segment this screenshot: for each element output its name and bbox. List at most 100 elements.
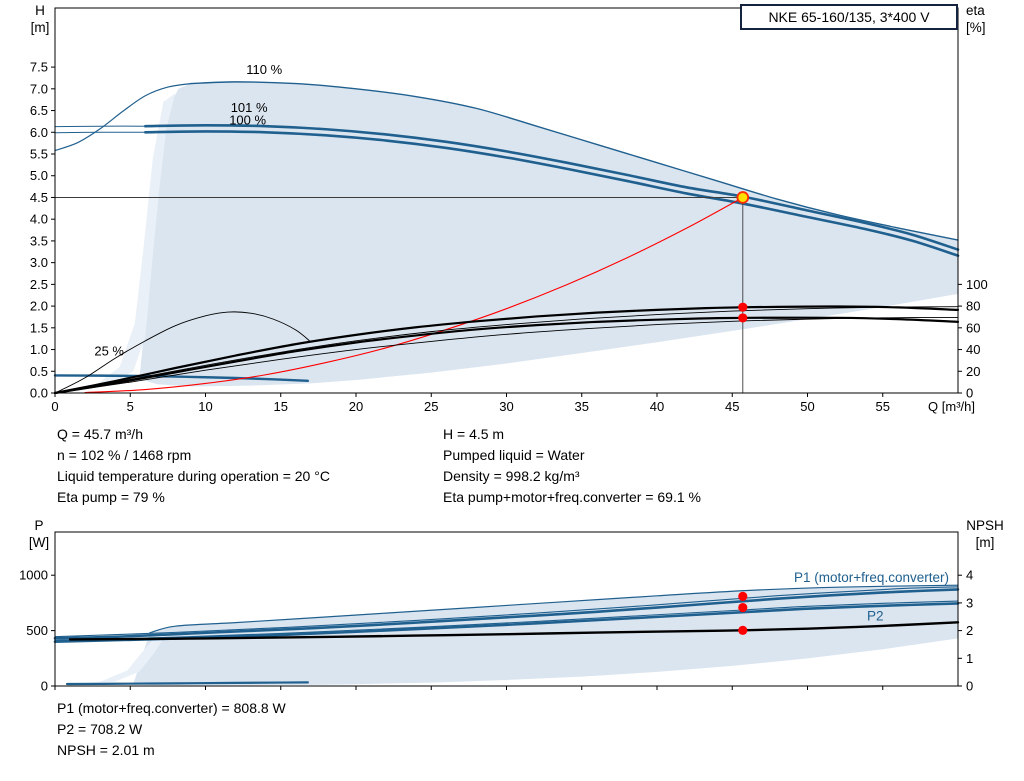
svg-text:3.0: 3.0	[30, 255, 48, 270]
svg-text:55: 55	[876, 399, 890, 414]
npsh-axis-title: NPSH	[966, 518, 1004, 533]
speed-101-curve	[144, 124, 960, 251]
svg-text:100: 100	[966, 277, 988, 292]
pump-title-label: NKE 65-160/135, 3*400 V	[768, 9, 930, 25]
eta-total-dot	[738, 313, 748, 323]
eta-pump-alt-speed	[54, 306, 959, 394]
p1-110-curve	[149, 584, 959, 634]
h-axis-title: H	[35, 3, 45, 18]
p-axis-label: P [W]	[22, 517, 56, 551]
svg-text:0: 0	[41, 679, 48, 694]
envelope-left-wedge	[73, 93, 176, 393]
operating-envelope	[139, 81, 959, 387]
svg-text:45: 45	[725, 399, 739, 414]
speed-110-left-rise	[54, 83, 192, 152]
svg-text:1.5: 1.5	[30, 320, 48, 335]
svg-text:2.5: 2.5	[30, 277, 48, 292]
info-speed: n = 102 % / 1468 rpm	[57, 447, 192, 463]
eta-axis-title: eta	[966, 3, 985, 18]
control-curve	[84, 196, 744, 394]
svg-text:500: 500	[26, 623, 48, 638]
svg-text:4: 4	[966, 568, 973, 583]
svg-text:7.5: 7.5	[30, 60, 48, 75]
svg-text:5.0: 5.0	[30, 168, 48, 183]
hq-chart[interactable]: 0 5 10 15 20 25 30 35 40 45 50 55 Q [m³/h] 0.0 0.5 1.0 1…	[0, 0, 1024, 420]
info-p1: P1 (motor+freq.converter) = 808.8 W	[57, 700, 286, 716]
eta-pump-dot	[738, 302, 748, 312]
p-25-curve	[65, 681, 309, 686]
info-density: Density = 998.2 kg/m³	[443, 468, 580, 484]
info-npsh: NPSH = 2.01 m	[57, 742, 155, 758]
svg-text:0.0: 0.0	[30, 386, 48, 401]
svg-text:80: 80	[966, 299, 980, 314]
svg-text:10: 10	[198, 399, 212, 414]
svg-text:50: 50	[800, 399, 814, 414]
info-pumped-liquid: Pumped liquid = Water	[443, 447, 585, 463]
svg-text:15: 15	[274, 399, 288, 414]
svg-text:20: 20	[966, 364, 980, 379]
svg-text:1.0: 1.0	[30, 342, 48, 357]
info-flow: Q = 45.7 m³/h	[57, 426, 143, 442]
svg-text:2.0: 2.0	[30, 299, 48, 314]
svg-text:Q [m³/h]: Q [m³/h]	[928, 399, 975, 414]
svg-text:3.5: 3.5	[30, 233, 48, 248]
svg-text:1: 1	[966, 651, 973, 666]
svg-text:1000: 1000	[19, 568, 48, 583]
pump-title-box: NKE 65-160/135, 3*400 V	[740, 4, 958, 30]
svg-text:3: 3	[966, 595, 973, 610]
svg-text:20: 20	[349, 399, 363, 414]
eta-pump-curve	[53, 305, 960, 395]
duty-info-left: Q = 45.7 m³/h n = 102 % / 1468 rpm Liqui…	[57, 424, 330, 508]
eta-axis-unit: [%]	[966, 20, 986, 35]
p1-100-curve	[53, 588, 960, 640]
p-axis-unit: [W]	[28, 535, 50, 550]
svg-text:25: 25	[424, 399, 438, 414]
svg-text:6.5: 6.5	[30, 103, 48, 118]
svg-text:110 %: 110 %	[246, 62, 282, 77]
p2-dot	[738, 602, 748, 613]
svg-text:30: 30	[499, 399, 513, 414]
svg-text:5.5: 5.5	[30, 147, 48, 162]
power-envelope	[133, 585, 959, 686]
info-liquid-temp: Liquid temperature during operation = 20…	[57, 468, 330, 484]
svg-text:25 %: 25 %	[94, 344, 124, 359]
svg-text:60: 60	[966, 320, 980, 335]
svg-text:40: 40	[650, 399, 664, 414]
svg-text:P1 (motor+freq.converter): P1 (motor+freq.converter)	[794, 570, 949, 585]
info-p2: P2 = 708.2 W	[57, 721, 143, 737]
svg-text:4.5: 4.5	[30, 190, 48, 205]
svg-text:7.0: 7.0	[30, 81, 48, 96]
npsh-curve	[68, 621, 960, 641]
svg-text:4.0: 4.0	[30, 212, 48, 227]
svg-text:0: 0	[966, 679, 973, 694]
eta-total-curve	[53, 316, 960, 395]
svg-text:0: 0	[966, 386, 973, 401]
eta-axis-label: eta [%]	[966, 2, 1006, 36]
info-eta-pump: Eta pump = 79 %	[57, 489, 165, 505]
eta-low-speed	[54, 311, 312, 394]
svg-text:5: 5	[127, 399, 134, 414]
svg-text:6.0: 6.0	[30, 125, 48, 140]
power-npsh-chart[interactable]: 0 500 1000 0 1 2 3 4 P1 (motor+freq.converter) P2	[0, 520, 1024, 730]
svg-text:0.5: 0.5	[30, 364, 48, 379]
npsh-axis-label: NPSH [m]	[958, 517, 1012, 551]
svg-text:2: 2	[966, 623, 973, 638]
p1-dot	[738, 591, 748, 601]
h-axis-unit: [m]	[30, 20, 50, 35]
svg-text:100 %: 100 %	[229, 113, 266, 128]
duty-info-right: H = 4.5 m Pumped liquid = Water Density …	[443, 424, 701, 508]
p1-101-curve	[54, 586, 959, 638]
svg-text:35: 35	[575, 399, 589, 414]
svg-text:0: 0	[51, 399, 58, 414]
npsh-axis-unit: [m]	[975, 535, 995, 550]
speed-25-curve	[53, 374, 310, 383]
power-info: P1 (motor+freq.converter) = 808.8 W P2 =…	[57, 698, 286, 761]
svg-text:40: 40	[966, 342, 980, 357]
svg-text:P2: P2	[867, 608, 884, 623]
info-head: H = 4.5 m	[443, 426, 505, 442]
info-eta-total: Eta pump+motor+freq.converter = 69.1 %	[443, 489, 701, 505]
duty-point	[736, 191, 750, 204]
p-axis-title: P	[34, 518, 44, 533]
svg-text:101 %: 101 %	[231, 100, 268, 115]
